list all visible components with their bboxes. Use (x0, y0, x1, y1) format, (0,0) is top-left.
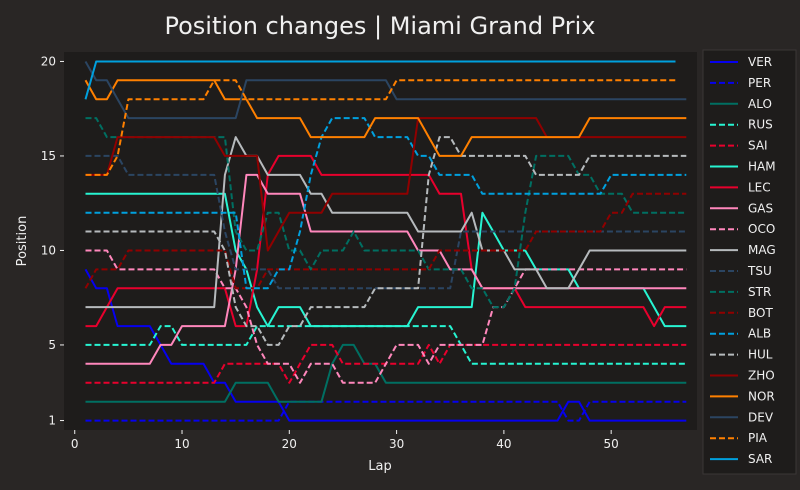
legend-label-nor: NOR (748, 389, 775, 403)
series-line-pia (85, 79, 676, 176)
y-tick-label: 5 (48, 338, 56, 352)
legend-label-oco: OCO (748, 222, 775, 236)
series-line-gas (85, 173, 687, 365)
x-tick-label: 10 (174, 437, 189, 451)
legend-label-lec: LEC (748, 180, 771, 194)
legend-label-ver: VER (748, 55, 772, 69)
legend-label-pia: PIA (748, 431, 768, 445)
legend-label-hul: HUL (748, 348, 773, 362)
legend-label-sai: SAI (748, 139, 768, 153)
legend-label-tsu: TSU (747, 264, 772, 278)
x-tick-label: 20 (282, 437, 297, 451)
legend-label-alo: ALO (748, 97, 772, 111)
series-line-dev (84, 61, 687, 120)
legend: VER PER ALO RUS SAI HAM LEC GAS OCO MAG TSU STR BOT A… (710, 55, 776, 466)
x-tick-label: 0 (71, 437, 79, 451)
series-lines (84, 60, 687, 422)
x-tick-label: 40 (496, 437, 511, 451)
legend-box (702, 49, 797, 475)
series-line-alo (85, 343, 687, 403)
plot-area (64, 52, 697, 430)
legend-label-per: PER (748, 76, 771, 90)
legend-label-str: STR (748, 285, 771, 299)
series-line-nor (84, 79, 687, 157)
y-tick-label: 1 (48, 414, 56, 428)
series-line-bot (84, 192, 687, 290)
series-line-mag (85, 136, 687, 309)
series-line-sar (84, 60, 676, 100)
legend-label-bot: BOT (748, 306, 773, 320)
x-axis-label: Lap (368, 459, 391, 474)
legend-label-mag: MAG (748, 243, 776, 257)
legend-label-alb: ALB (748, 327, 771, 341)
y-tick-label: 10 (41, 243, 56, 257)
legend-label-dev: DEV (748, 410, 774, 424)
legend-label-rus: RUS (748, 118, 773, 132)
x-tick-label: 30 (389, 437, 404, 451)
y-axis-label: Position (15, 216, 30, 267)
chart-title: Position changes | Miami Grand Prix (164, 12, 595, 40)
series-line-hul (85, 136, 687, 346)
legend-label-sar: SAR (748, 452, 772, 466)
series-line-zho (85, 117, 687, 252)
x-tick-label: 50 (604, 437, 619, 451)
series-line-per (85, 400, 687, 422)
series-line-alb (85, 117, 687, 290)
series-line-ver (84, 268, 687, 422)
legend-label-gas: GAS (748, 201, 773, 215)
series-line-oco (85, 249, 687, 384)
legend-label-ham: HAM (748, 160, 776, 174)
series-line-tsu (85, 154, 687, 290)
series-line-lec (85, 154, 687, 328)
y-tick-label: 15 (41, 149, 56, 163)
y-tick-label: 20 (41, 54, 56, 68)
legend-label-zho: ZHO (748, 369, 775, 383)
